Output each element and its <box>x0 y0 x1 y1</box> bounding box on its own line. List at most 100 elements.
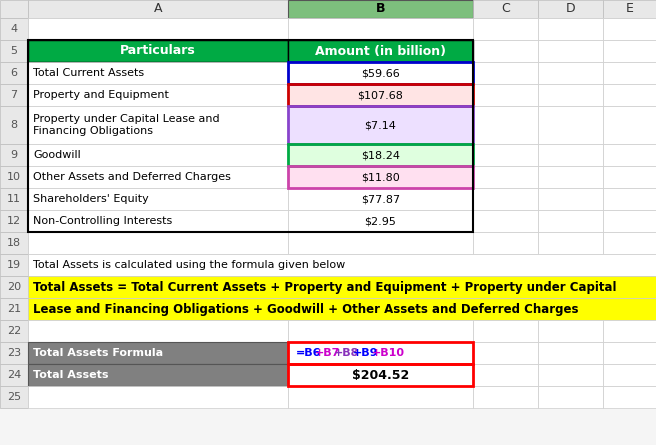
Text: $204.52: $204.52 <box>352 368 409 381</box>
Bar <box>288 166 473 188</box>
Text: Non-Controlling Interests: Non-Controlling Interests <box>33 216 173 226</box>
Text: 9: 9 <box>10 150 18 160</box>
Text: 24: 24 <box>7 370 21 380</box>
Bar <box>538 0 603 18</box>
Bar <box>28 364 288 386</box>
Bar <box>28 210 288 232</box>
Bar <box>28 166 288 188</box>
Bar <box>0 276 28 298</box>
Text: $59.66: $59.66 <box>361 68 400 78</box>
Bar <box>473 320 538 342</box>
Bar <box>0 210 28 232</box>
Bar <box>288 364 473 386</box>
Text: 12: 12 <box>7 216 21 226</box>
Bar <box>473 40 538 62</box>
Bar <box>288 84 473 106</box>
Bar <box>538 18 603 40</box>
Bar <box>288 106 473 144</box>
Bar <box>28 320 288 342</box>
Text: Financing Obligations: Financing Obligations <box>33 125 153 136</box>
Text: Shareholders' Equity: Shareholders' Equity <box>33 194 149 204</box>
Text: 10: 10 <box>7 172 21 182</box>
Bar <box>288 232 473 254</box>
Bar <box>0 144 28 166</box>
Bar <box>603 62 656 84</box>
Bar <box>0 106 28 144</box>
Text: B: B <box>376 3 385 16</box>
Bar <box>28 298 656 320</box>
Bar <box>28 342 288 364</box>
Text: Goodwill: Goodwill <box>33 150 81 160</box>
Bar <box>288 144 473 166</box>
Bar <box>288 320 473 342</box>
Text: +B9: +B9 <box>353 348 379 358</box>
Bar <box>288 188 473 210</box>
Bar <box>603 166 656 188</box>
Bar <box>603 386 656 408</box>
Bar <box>288 84 473 106</box>
Bar <box>288 18 473 40</box>
Bar <box>473 386 538 408</box>
Text: Total Current Assets: Total Current Assets <box>33 68 144 78</box>
Bar <box>0 364 28 386</box>
Bar <box>473 210 538 232</box>
Bar <box>538 106 603 144</box>
Bar <box>288 144 473 166</box>
Bar <box>28 0 288 18</box>
Text: 8: 8 <box>10 120 18 130</box>
Text: 21: 21 <box>7 304 21 314</box>
Text: 4: 4 <box>10 24 18 34</box>
Bar <box>538 144 603 166</box>
Bar <box>0 232 28 254</box>
Bar <box>603 106 656 144</box>
Bar <box>473 0 538 18</box>
Bar <box>603 40 656 62</box>
Bar <box>603 188 656 210</box>
Bar <box>28 188 288 210</box>
Text: Property and Equipment: Property and Equipment <box>33 90 169 100</box>
Bar <box>538 166 603 188</box>
Text: Property under Capital Lease and: Property under Capital Lease and <box>33 114 220 124</box>
Bar <box>473 364 538 386</box>
Bar <box>603 210 656 232</box>
Text: $2.95: $2.95 <box>365 216 396 226</box>
Bar <box>28 386 288 408</box>
Text: =B6: =B6 <box>296 348 321 358</box>
Bar <box>28 40 473 232</box>
Bar <box>538 232 603 254</box>
Text: Total Assets is calculated using the formula given below: Total Assets is calculated using the for… <box>33 260 345 270</box>
Bar <box>0 188 28 210</box>
Bar <box>538 84 603 106</box>
Bar <box>288 364 473 386</box>
Bar <box>473 62 538 84</box>
Text: $77.87: $77.87 <box>361 194 400 204</box>
Text: $11.80: $11.80 <box>361 172 400 182</box>
Text: 18: 18 <box>7 238 21 248</box>
Bar <box>28 62 288 84</box>
Bar <box>0 342 28 364</box>
Bar <box>538 320 603 342</box>
Bar <box>0 254 28 276</box>
Bar <box>603 18 656 40</box>
Bar <box>288 40 473 62</box>
Bar <box>473 166 538 188</box>
Bar <box>603 232 656 254</box>
Bar <box>538 40 603 62</box>
Text: 5: 5 <box>10 46 18 56</box>
Bar <box>538 188 603 210</box>
Text: $7.14: $7.14 <box>365 120 396 130</box>
Bar <box>288 62 473 84</box>
Bar <box>0 298 28 320</box>
Bar <box>288 0 473 18</box>
Text: 6: 6 <box>10 68 18 78</box>
Bar <box>473 84 538 106</box>
Bar <box>0 320 28 342</box>
Bar <box>603 342 656 364</box>
Text: E: E <box>626 3 634 16</box>
Bar <box>538 62 603 84</box>
Text: +B10: +B10 <box>371 348 405 358</box>
Text: Particulars: Particulars <box>120 44 196 57</box>
Bar <box>603 320 656 342</box>
Bar <box>0 0 28 18</box>
Bar <box>538 210 603 232</box>
